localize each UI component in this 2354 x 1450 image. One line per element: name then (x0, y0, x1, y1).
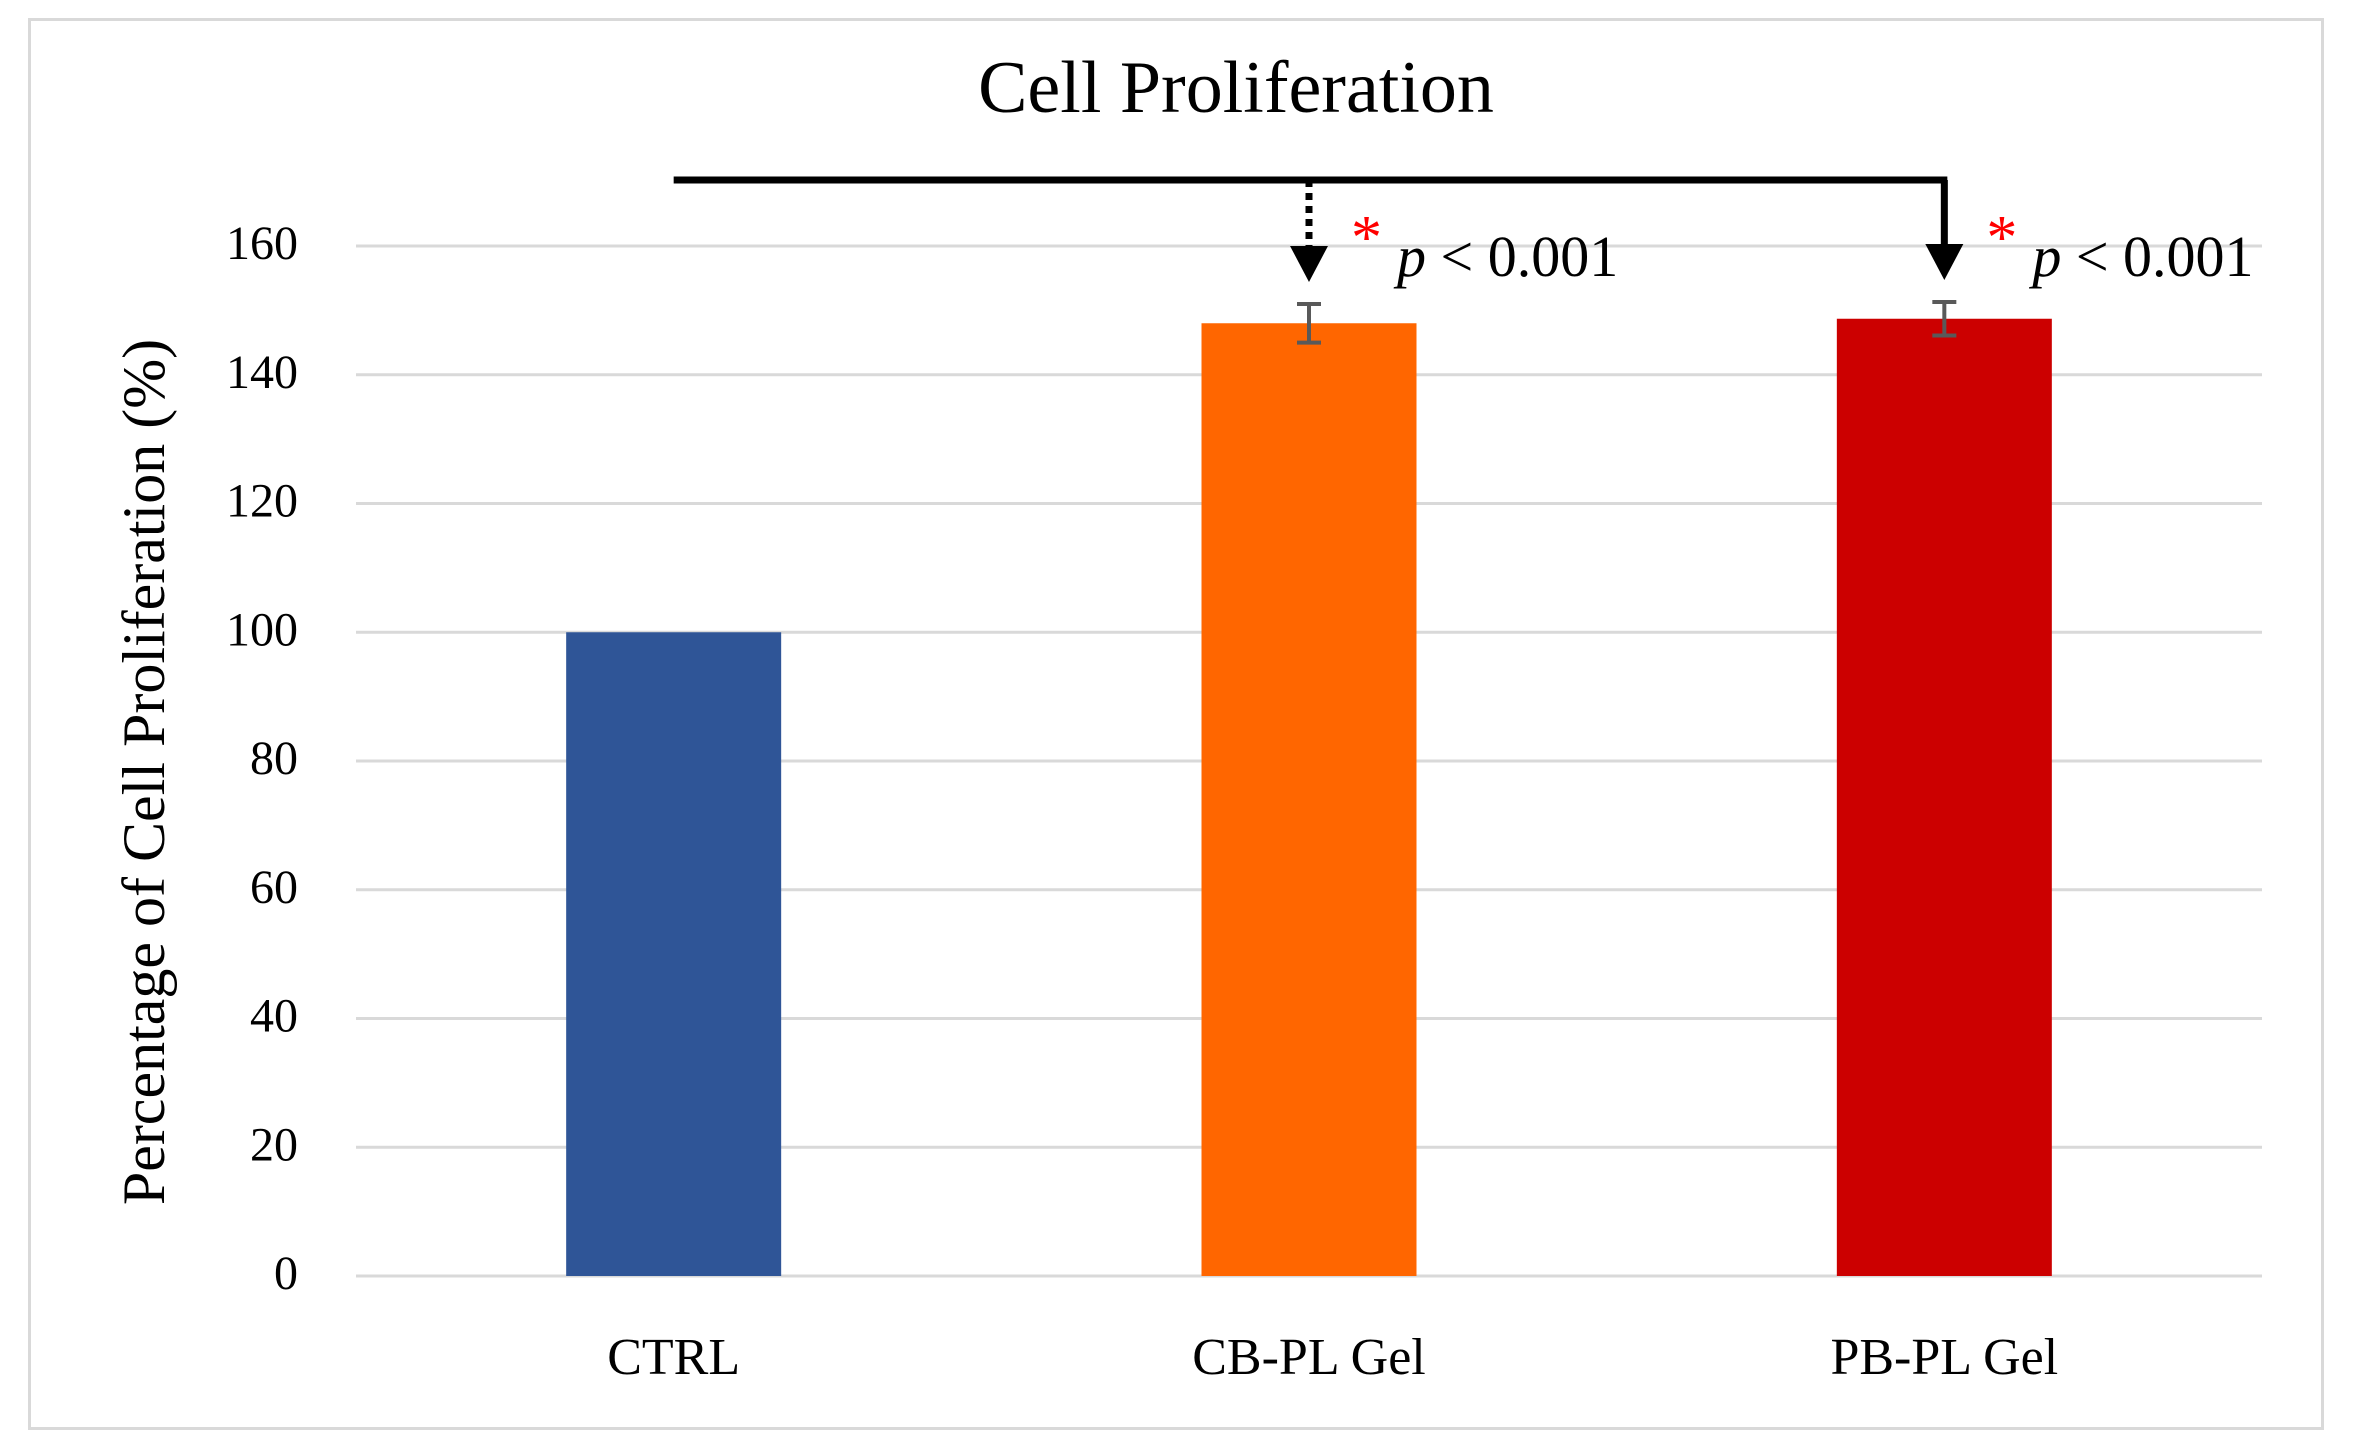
y-tick-label: 160 (226, 217, 298, 270)
chart-title: Cell Proliferation (978, 47, 1494, 129)
error-bars (1297, 300, 1957, 345)
p-threshold: < 0.001 (2061, 224, 2253, 289)
significance-star: * (1986, 204, 2017, 272)
bar (566, 632, 782, 1276)
p-threshold: < 0.001 (1426, 224, 1618, 289)
category-labels: CTRL CB-PL Gel PB-PL Gel (607, 1329, 2058, 1386)
y-tick-label: 60 (250, 861, 298, 914)
category-label: CTRL (607, 1329, 740, 1386)
bars (566, 318, 2052, 1276)
p-symbol: p (2028, 224, 2061, 289)
significance-arrow-head (1925, 244, 1964, 281)
category-label: CB-PL Gel (1192, 1329, 1426, 1386)
p-value-label: p < 0.001 (2028, 224, 2253, 289)
category-label: PB-PL Gel (1830, 1329, 2058, 1386)
y-tick-label: 100 (226, 603, 298, 656)
bar (1201, 323, 1417, 1276)
y-tick-label: 120 (226, 475, 298, 528)
bar (1836, 318, 2052, 1276)
y-tick-label: 140 (226, 346, 298, 399)
y-tick-label: 80 (250, 732, 298, 785)
y-tick-labels: 0 20 40 60 80 100 120 140 160 (226, 217, 298, 1300)
p-value-label: p < 0.001 (1393, 224, 1618, 289)
y-axis-label: Percentage of Cell Proliferation (%) (111, 339, 177, 1205)
significance-arrow-head (1290, 245, 1328, 282)
y-tick-label: 40 (250, 990, 298, 1043)
significance-star: * (1351, 204, 1382, 272)
y-tick-label: 20 (250, 1118, 298, 1171)
y-tick-label: 0 (274, 1247, 298, 1300)
p-symbol: p (1393, 224, 1426, 289)
significance-annotations: * p < 0.001 * p < 0.001 (673, 176, 2254, 289)
